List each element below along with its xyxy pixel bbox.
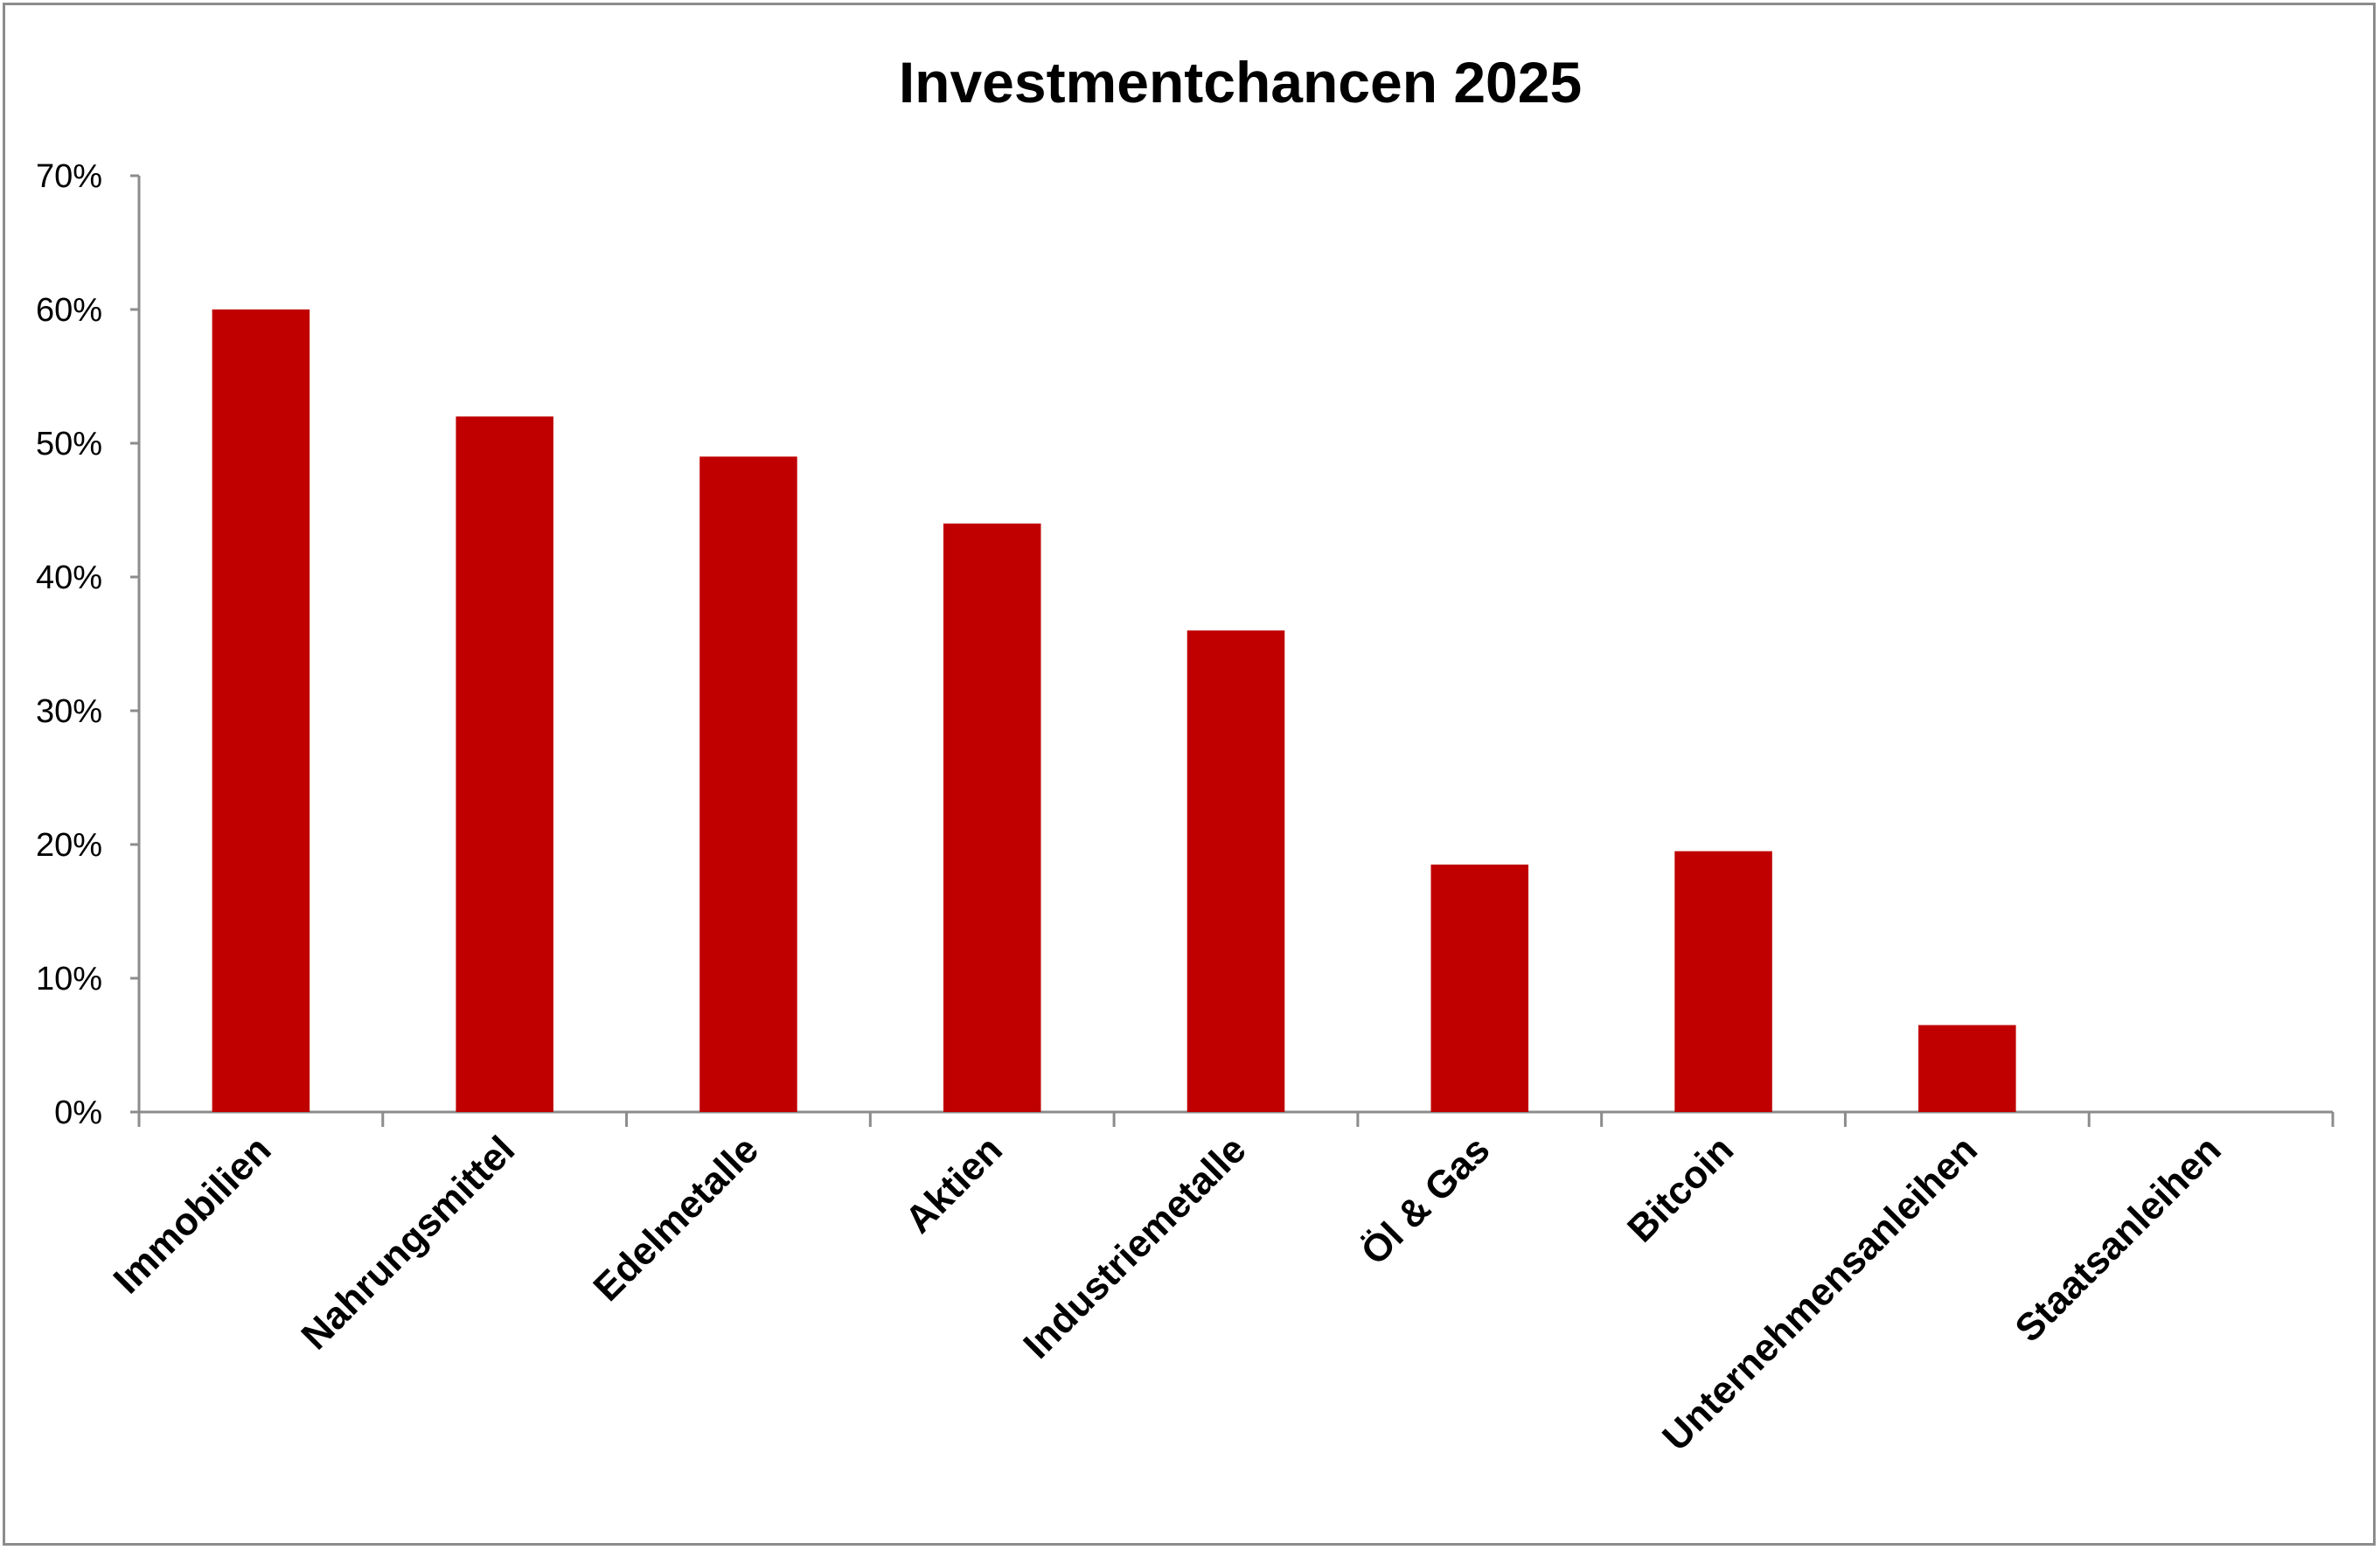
y-tick-label: 70% [36,158,102,195]
bar-0 [212,309,310,1112]
category-label: Bitcoin [1619,1128,1742,1250]
bar-2 [699,456,797,1112]
y-tick-label: 50% [36,426,102,462]
y-tick-label: 30% [36,693,102,730]
y-tick-label: 0% [54,1095,102,1131]
category-label: Staatsanleihen [2007,1128,2229,1350]
y-tick-label: 20% [36,827,102,864]
category-label: Aktien [897,1128,1011,1241]
bar-7 [1918,1025,2016,1112]
category-label: Nahrungsmittel [293,1128,523,1358]
bar-3 [943,523,1041,1112]
bar-4 [1187,630,1285,1112]
y-axis: 0% 10% 20% 30% 40% 50% 60% 70% [36,158,141,1131]
category-label: Industriemetalle [1015,1128,1254,1366]
chart-title: Investmentchancen 2025 [899,50,1582,115]
bar-1 [456,416,553,1112]
category-label: Edelmetalle [585,1128,767,1310]
y-tick-label: 60% [36,292,102,329]
y-tick-label: 40% [36,560,102,596]
bar-chart: Investmentchancen 2025 0% 10% 20% 30% 40% 50%… [36,50,2335,1459]
bar-5 [1430,864,1529,1112]
y-tick-label: 10% [36,961,102,997]
bar-6 [1674,851,1772,1112]
chart-frame: Investmentchancen 2025 0% 10% 20% 30% 40% 50%… [3,3,2376,1546]
category-label: Öl & Gas [1353,1128,1498,1273]
x-axis [137,1110,2335,1127]
category-label: Immobilien [106,1128,280,1302]
category-labels: Immobilien Nahrungsmittel Edelmetalle Aktie… [106,1128,2230,1459]
bars [212,309,2016,1112]
